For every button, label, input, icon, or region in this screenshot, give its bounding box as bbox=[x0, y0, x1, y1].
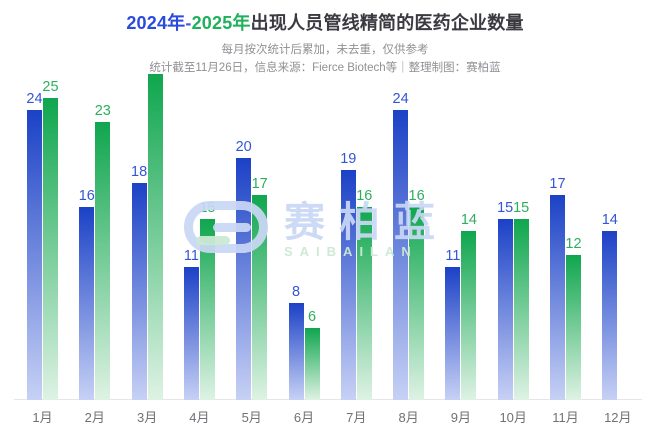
bar-2025年-8月 bbox=[409, 207, 425, 400]
bar-2025年-4月 bbox=[199, 219, 215, 400]
x-axis-label-4月: 4月 bbox=[189, 410, 210, 425]
bar-2024年-7月 bbox=[340, 170, 356, 400]
chart-subtitle-line2: 统计截至11月26日，信息来源：Fierce Biotech等｜整理制图：赛柏蓝 bbox=[149, 62, 501, 74]
bar-2024年-9月 bbox=[445, 267, 461, 400]
value-label-2024年-11月: 17 bbox=[549, 176, 566, 192]
bar-2025年-5月 bbox=[252, 195, 268, 400]
bar-2024年-3月 bbox=[131, 183, 147, 400]
chart-title: 2024年-2025年出现人员管线精简的医药企业数量 bbox=[0, 9, 650, 35]
bar-2025年-11月 bbox=[566, 255, 581, 400]
value-label-2025年-11月: 12 bbox=[565, 236, 582, 252]
value-label-2025年-9月: 14 bbox=[460, 212, 477, 228]
x-axis-label-11月: 11月 bbox=[552, 410, 579, 425]
value-label-2025年-6月: 6 bbox=[307, 309, 317, 325]
bar-2024年-6月 bbox=[288, 303, 304, 400]
value-label-2025年-5月: 17 bbox=[251, 176, 268, 192]
value-label-2024年-12月: 14 bbox=[601, 212, 618, 228]
value-label-2024年-2月: 16 bbox=[78, 188, 95, 204]
value-label-2024年-4月: 11 bbox=[183, 248, 199, 264]
bar-2025年-10月 bbox=[513, 219, 529, 400]
bar-2025年-1月 bbox=[43, 98, 58, 400]
bar-2024年-1月 bbox=[27, 110, 42, 400]
value-label-2024年-1月: 24 bbox=[26, 91, 43, 107]
x-axis-label-3月: 3月 bbox=[136, 410, 158, 425]
value-label-2025年-8月: 16 bbox=[408, 188, 425, 204]
value-label-2024年-7月: 19 bbox=[340, 151, 357, 167]
bar-2025年-2月 bbox=[95, 122, 111, 400]
title-main-text: 出现人员管线精简的医药企业数量 bbox=[250, 13, 524, 33]
x-axis-label-9月: 9月 bbox=[450, 410, 471, 425]
x-axis-label-5月: 5月 bbox=[241, 410, 262, 425]
value-label-2025年-7月: 16 bbox=[356, 188, 373, 204]
x-axis-label-10月: 10月 bbox=[499, 410, 527, 425]
title-dash: - bbox=[185, 13, 192, 33]
value-label-2025年-1月: 25 bbox=[42, 79, 59, 95]
value-label-2024年-3月: 18 bbox=[131, 164, 148, 180]
value-label-2024年-6月: 8 bbox=[291, 284, 301, 300]
value-label-2024年-8月: 24 bbox=[392, 91, 409, 107]
x-axis-line bbox=[14, 399, 642, 400]
value-label-2024年-5月: 20 bbox=[235, 139, 252, 155]
bar-2025年-6月 bbox=[304, 328, 320, 400]
value-label-2024年-10月: 15 bbox=[497, 200, 514, 216]
value-label-2025年-2月: 23 bbox=[94, 103, 111, 119]
bar-2024年-10月 bbox=[497, 219, 513, 400]
bar-2024年-12月 bbox=[602, 231, 618, 400]
value-label-2025年-4月: 15 bbox=[199, 200, 216, 216]
x-axis-label-6月: 6月 bbox=[293, 410, 315, 425]
x-axis-label-1月: 1月 bbox=[32, 410, 53, 425]
bar-2025年-7月 bbox=[356, 207, 372, 400]
chart-subtitle-line1: 每月按次统计后累加，未去重，仅供参考 bbox=[221, 44, 429, 56]
bar-2024年-4月 bbox=[183, 267, 199, 400]
x-axis-label-7月: 7月 bbox=[346, 410, 367, 425]
bar-2024年-5月 bbox=[236, 158, 252, 400]
bar-2024年-8月 bbox=[393, 110, 409, 400]
bar-2024年-2月 bbox=[79, 207, 95, 400]
bar-2025年-3月 bbox=[147, 74, 163, 400]
x-axis-label-12月: 12月 bbox=[604, 410, 632, 425]
x-axis-label-8月: 8月 bbox=[398, 410, 419, 425]
title-year-2024: 2024年 bbox=[126, 13, 186, 33]
title-year-2025: 2025年 bbox=[191, 13, 251, 33]
x-axis-label-2月: 2月 bbox=[84, 410, 105, 425]
value-label-2025年-10月: 15 bbox=[513, 200, 530, 216]
value-label-2024年-9月: 11 bbox=[445, 248, 461, 264]
bar-2025年-9月 bbox=[461, 231, 477, 400]
bar-2024年-11月 bbox=[550, 195, 565, 400]
